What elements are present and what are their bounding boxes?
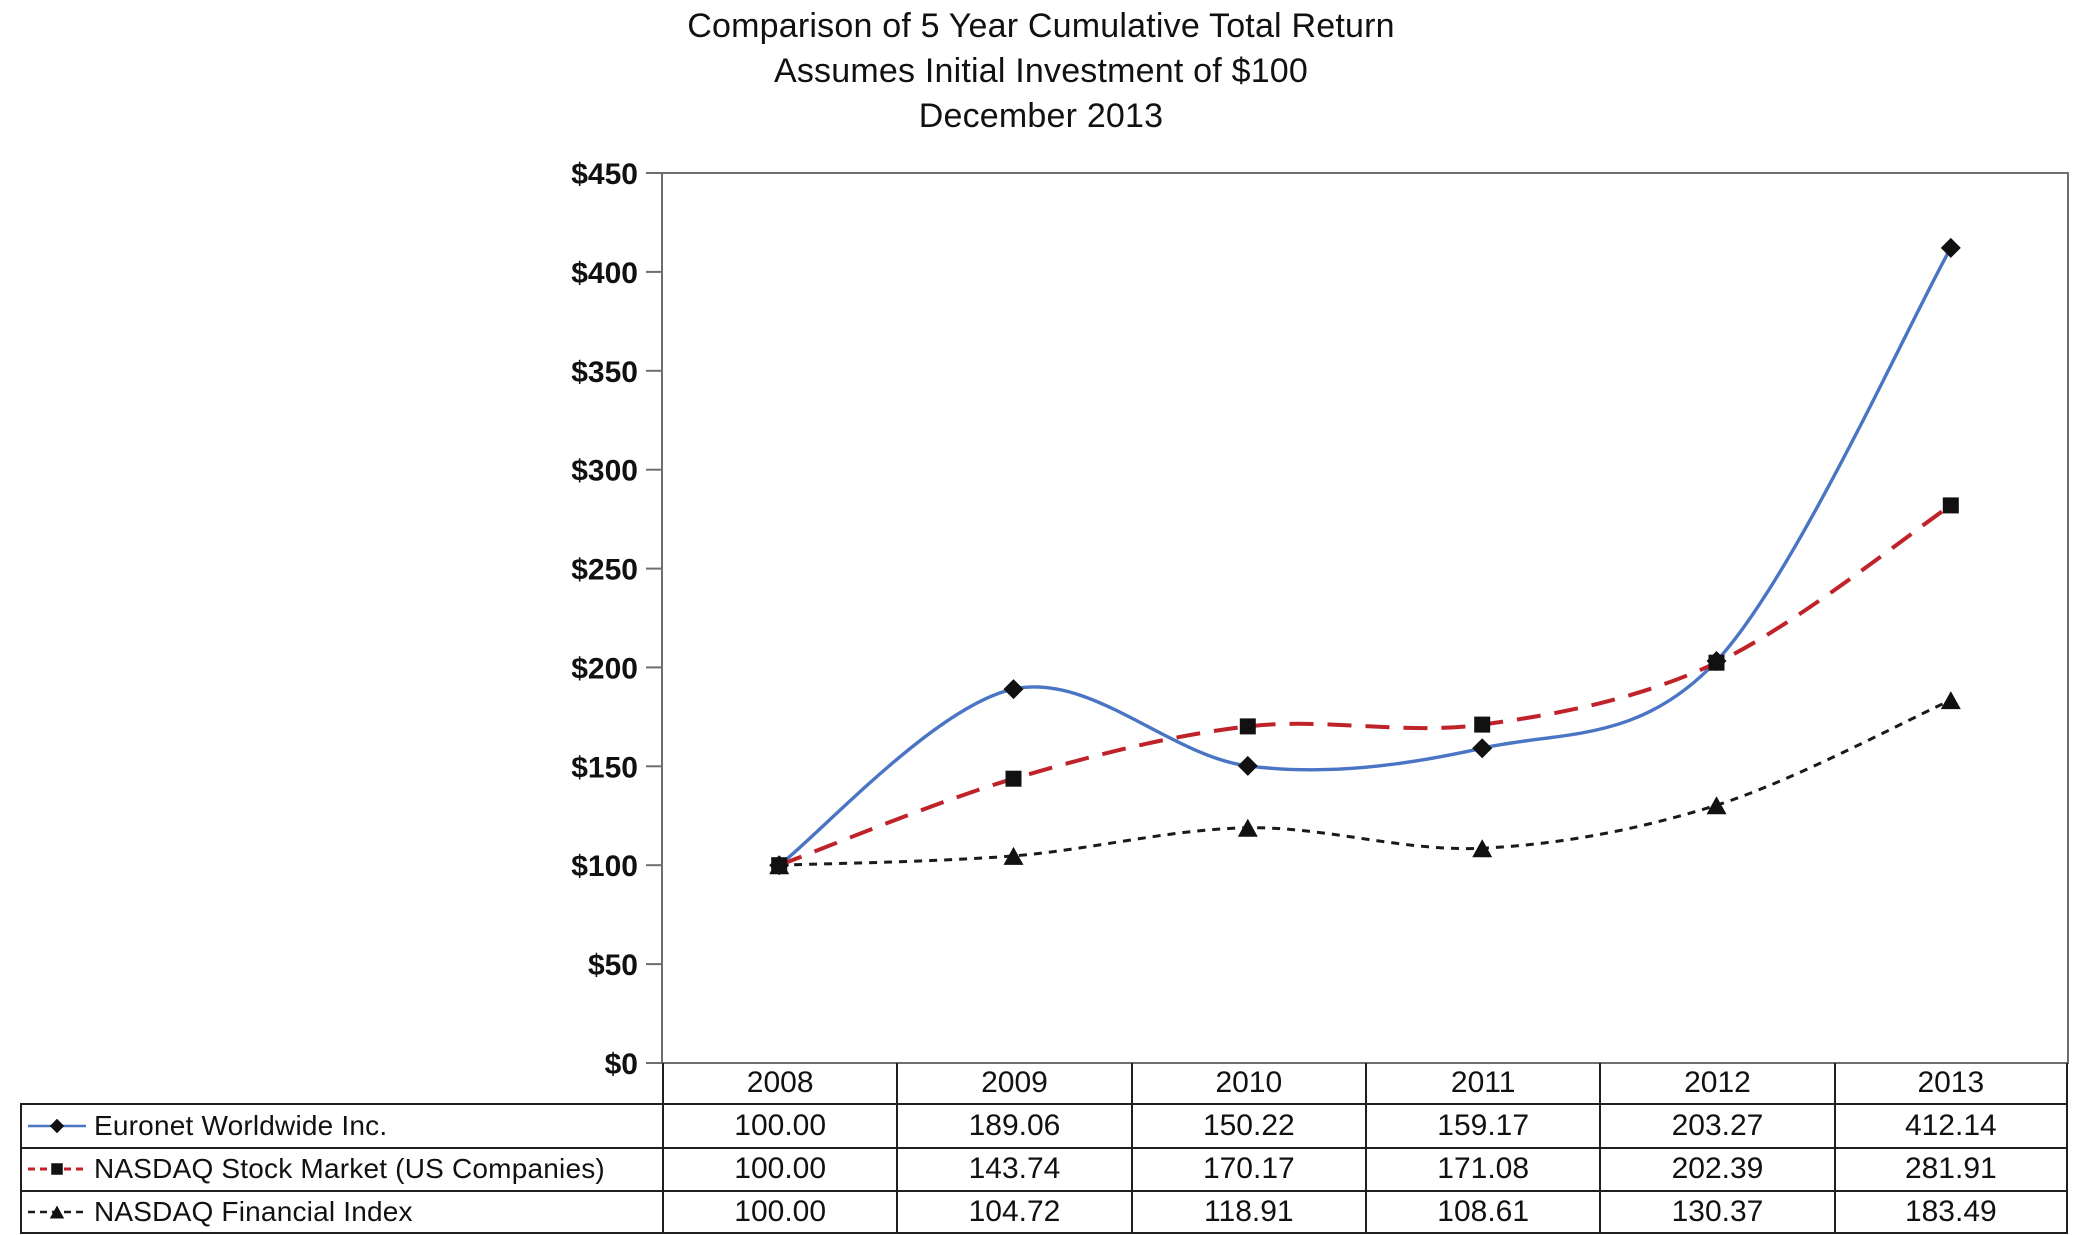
y-axis-tick-label: $400 (571, 257, 638, 290)
value-cell-euronet-worldwide-inc-2008: 100.00 (662, 1103, 897, 1147)
diamond-marker (1003, 679, 1024, 700)
chart-title-line3: December 2013 (918, 97, 1164, 135)
value-cell-euronet-worldwide-inc-2010: 150.22 (1130, 1103, 1365, 1147)
year-header-cell: 2010 (1130, 1063, 1365, 1103)
square-marker (51, 1163, 63, 1176)
y-axis-tick-label: $200 (571, 652, 638, 685)
value-cell-euronet-worldwide-inc-2011: 159.17 (1365, 1103, 1600, 1147)
y-axis-tick-label: $350 (571, 356, 638, 389)
y-axis-tick-label: $450 (571, 158, 638, 191)
year-header-cell: 2008 (662, 1063, 896, 1103)
triangle-marker (769, 856, 790, 875)
triangle-marker (1472, 839, 1493, 858)
square-marker (1942, 497, 1959, 514)
value-cell-euronet-worldwide-inc-2012: 203.27 (1599, 1103, 1834, 1147)
value-cell-nasdaq-financial-index-2010: 118.91 (1130, 1190, 1365, 1234)
euronet-worldwide-inc-key-icon (28, 1118, 86, 1133)
triangle-marker (49, 1205, 65, 1219)
value-cell-nasdaq-financial-index-2012: 130.37 (1599, 1190, 1834, 1234)
year-header-cell: 2011 (1365, 1063, 1599, 1103)
y-axis-tick-label: $50 (588, 949, 638, 982)
series-markers-nasdaq-financial-index (769, 691, 1961, 875)
diamond-marker (49, 1118, 65, 1133)
triangle-marker (1003, 846, 1024, 865)
year-header-cell: 2012 (1599, 1063, 1833, 1103)
y-axis-tick-label: $250 (571, 554, 638, 587)
square-marker (1239, 718, 1256, 735)
series-line-nasdaq-stock-market-us-companies (778, 503, 1952, 868)
nasdaq-financial-index-key-icon (28, 1205, 86, 1219)
value-cell-euronet-worldwide-inc-2009: 189.06 (896, 1103, 1131, 1147)
triangle-marker (1706, 796, 1727, 815)
value-cell-nasdaq-stock-market-us-companies-2011: 171.08 (1365, 1146, 1600, 1190)
legend-label: NASDAQ Stock Market (US Companies) (94, 1153, 605, 1185)
value-cell-nasdaq-financial-index-2013: 183.49 (1833, 1190, 2068, 1234)
value-cell-nasdaq-financial-index-2008: 100.00 (662, 1190, 897, 1234)
square-marker (1005, 770, 1022, 787)
y-axis-tick-label: $150 (571, 751, 638, 784)
square-marker (1474, 716, 1491, 733)
diamond-marker (1472, 738, 1493, 759)
y-axis-tick-label: $100 (571, 850, 638, 883)
chart-title-line2: Assumes Initial Investment of $100 (773, 52, 1309, 90)
value-cell-nasdaq-financial-index-2011: 108.61 (1365, 1190, 1600, 1234)
legend-label: NASDAQ Financial Index (94, 1195, 413, 1227)
series-line-euronet-worldwide-inc (778, 247, 1953, 867)
legend-cell-nasdaq-stock-market-us-companies: NASDAQ Stock Market (US Companies) (20, 1146, 662, 1190)
triangle-marker (1237, 818, 1258, 837)
year-header-cell: 2009 (896, 1063, 1130, 1103)
legend-cell-nasdaq-financial-index: NASDAQ Financial Index (20, 1190, 662, 1234)
chart-title-line1: Comparison of 5 Year Cumulative Total Re… (687, 7, 1395, 45)
chart-title: Comparison of 5 Year Cumulative Total Re… (0, 4, 2082, 139)
value-cell-nasdaq-stock-market-us-companies-2012: 202.39 (1599, 1146, 1834, 1190)
value-cell-nasdaq-financial-index-2009: 104.72 (896, 1190, 1131, 1234)
triangle-marker (1940, 691, 1961, 710)
legend-cell-euronet-worldwide-inc: Euronet Worldwide Inc. (20, 1103, 662, 1147)
value-cell-nasdaq-stock-market-us-companies-2010: 170.17 (1130, 1146, 1365, 1190)
value-cell-euronet-worldwide-inc-2013: 412.14 (1833, 1103, 2068, 1147)
diamond-marker (1940, 237, 1961, 258)
y-axis-tick-label: $0 (605, 1048, 638, 1081)
square-marker (1708, 654, 1725, 671)
value-cell-nasdaq-stock-market-us-companies-2009: 143.74 (896, 1146, 1131, 1190)
legend-label: Euronet Worldwide Inc. (94, 1109, 388, 1141)
year-header-cell: 2013 (1833, 1063, 2068, 1103)
value-cell-nasdaq-stock-market-us-companies-2008: 100.00 (662, 1146, 897, 1190)
y-axis-tick-label: $300 (571, 455, 638, 488)
nasdaq-stock-market-us-companies-key-icon (28, 1163, 86, 1176)
value-cell-nasdaq-stock-market-us-companies-2013: 281.91 (1833, 1146, 2068, 1190)
diamond-marker (1237, 755, 1258, 776)
